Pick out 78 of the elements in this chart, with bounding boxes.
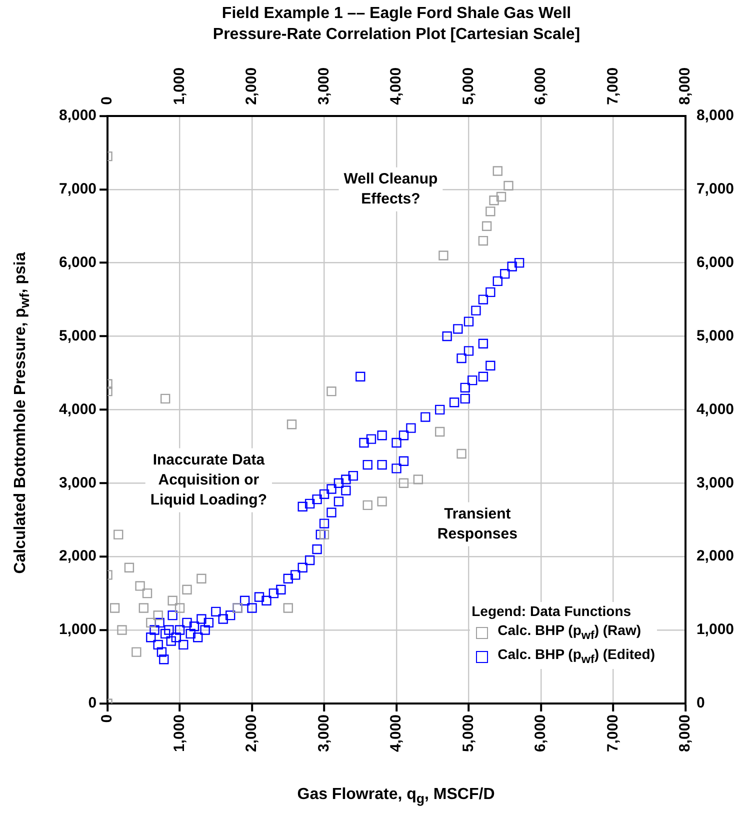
x-tick-label: 5,000 <box>460 67 477 105</box>
x2-tick-label: 5,000 <box>460 714 477 752</box>
y-tick-label: 4,000 <box>58 400 97 418</box>
point <box>117 625 127 635</box>
y2-tick-label: 5,000 <box>696 327 734 344</box>
x-tick-label: 4,000 <box>388 67 405 105</box>
point <box>377 496 387 506</box>
x-tick-label: 1,000 <box>170 67 188 105</box>
point <box>160 394 170 404</box>
y-tick-label: 8,000 <box>58 107 97 124</box>
point <box>153 610 163 620</box>
point <box>492 166 502 176</box>
point <box>482 221 492 231</box>
y2-tick-label: 0 <box>696 694 705 712</box>
x2-tick-label: 6,000 <box>532 714 550 752</box>
y-tick-label: 0 <box>88 694 97 712</box>
x-tick-label: 8,000 <box>676 67 694 105</box>
y2-tick-label: 3,000 <box>696 474 734 492</box>
x2-tick-label: 3,000 <box>315 714 332 752</box>
point <box>182 584 192 594</box>
point <box>486 206 496 216</box>
point <box>413 474 424 484</box>
point <box>504 180 514 191</box>
x2-tick-label: 0 <box>98 714 116 723</box>
x-tick-label: 7,000 <box>604 67 622 105</box>
point <box>489 196 499 206</box>
x-axis-title: Gas Flowrate, q$_{g}$, MSCF/D <box>297 786 495 806</box>
point <box>132 647 142 657</box>
annotation: Transient Responses <box>437 505 518 542</box>
annotation: Well Cleanup Effects? <box>344 170 438 208</box>
legend-title: Legend: Data Functions <box>472 602 632 621</box>
x2-tick-label: 2,000 <box>243 714 260 752</box>
point <box>478 236 488 246</box>
point <box>142 588 152 598</box>
y2-tick-label: 8,000 <box>696 107 734 124</box>
point <box>438 250 448 260</box>
point <box>135 581 145 591</box>
point <box>496 192 506 202</box>
y-tick-label: 2,000 <box>58 548 97 565</box>
point <box>326 386 336 396</box>
point <box>196 574 206 584</box>
chart-title: Field Example 1 –– Eagle Ford Shale Gas Well <box>222 5 572 22</box>
x2-tick-label: 8,000 <box>676 714 694 752</box>
point <box>398 478 409 488</box>
point <box>124 562 134 572</box>
point <box>283 603 293 613</box>
x-tick-label: 0 <box>98 96 116 105</box>
x2-tick-label: 7,000 <box>604 714 622 752</box>
point <box>138 603 148 613</box>
point <box>168 596 178 606</box>
x-tick-label: 6,000 <box>532 67 550 105</box>
point <box>110 603 120 613</box>
point <box>114 530 124 540</box>
point <box>435 426 445 437</box>
y-tick-label: 7,000 <box>58 180 97 198</box>
y2-tick-label: 2,000 <box>696 548 734 565</box>
y2-tick-label: 7,000 <box>696 180 734 198</box>
chart-subtitle: Pressure-Rate Correlation Plot [Cartesian Scale] <box>212 26 580 44</box>
y2-tick-label: 1,000 <box>696 621 734 638</box>
x2-tick-label: 1,000 <box>170 714 188 752</box>
y2-tick-label: 6,000 <box>696 254 734 271</box>
y-tick-label: 6,000 <box>58 254 97 271</box>
legend-label: Calc. BHP (p$_{wf}$) (Edited) <box>498 644 655 668</box>
point <box>319 530 330 540</box>
x-tick-label: 3,000 <box>315 67 332 105</box>
y-tick-label: 5,000 <box>58 327 97 344</box>
annotation: Inaccurate Data Acquisition or Liquid Loading? <box>150 451 267 508</box>
x2-tick-label: 4,000 <box>388 714 405 752</box>
y-tick-label: 1,000 <box>58 621 97 638</box>
point <box>362 500 372 510</box>
point <box>174 603 185 613</box>
y2-tick-label: 4,000 <box>696 400 734 418</box>
point <box>456 448 466 459</box>
point <box>146 618 156 628</box>
legend-label: Calc. BHP (p$_{wf}$) (Raw) <box>498 621 642 644</box>
x-tick-label: 2,000 <box>243 67 260 105</box>
y-tick-label: 3,000 <box>58 474 97 492</box>
point <box>286 420 297 430</box>
